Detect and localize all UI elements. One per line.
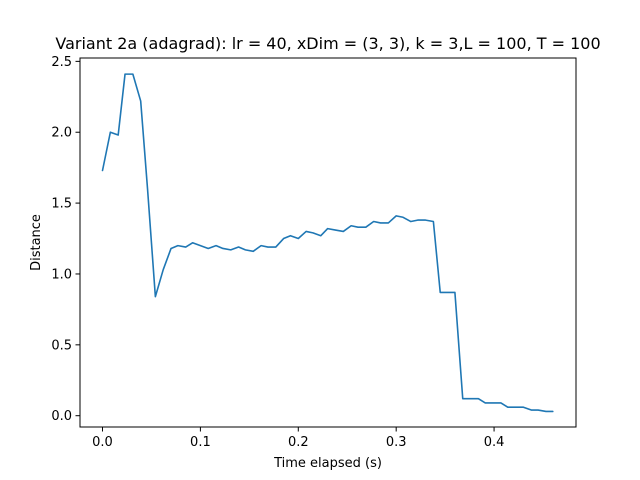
y-tick-label: 2.0 bbox=[51, 126, 72, 141]
plot-frame bbox=[79, 57, 577, 428]
y-tick-label: 0.5 bbox=[51, 338, 72, 353]
series-line-0 bbox=[101, 73, 554, 413]
series-layer bbox=[101, 73, 554, 413]
y-tick-label: 2.5 bbox=[51, 55, 72, 70]
x-tick-label: 0.3 bbox=[386, 435, 407, 450]
y-axis-ticks: 0.0 0.5 1.0 1.5 2.0 2.5 bbox=[51, 55, 80, 424]
x-tick-label: 0.0 bbox=[92, 435, 113, 450]
x-axis-ticks: 0.0 0.1 0.2 0.3 0.4 bbox=[92, 427, 504, 450]
y-tick-label: 1.0 bbox=[51, 267, 72, 282]
y-tick-label: 1.5 bbox=[51, 197, 72, 212]
x-tick-label: 0.1 bbox=[190, 435, 211, 450]
x-axis-label: Time elapsed (s) bbox=[273, 456, 382, 471]
y-tick-label: 0.0 bbox=[51, 409, 72, 424]
chart-title: Variant 2a (adagrad): lr = 40, xDim = (3… bbox=[55, 34, 600, 53]
x-tick-label: 0.4 bbox=[484, 435, 505, 450]
x-tick-label: 0.2 bbox=[288, 435, 309, 450]
y-axis-label: Distance bbox=[29, 214, 44, 271]
